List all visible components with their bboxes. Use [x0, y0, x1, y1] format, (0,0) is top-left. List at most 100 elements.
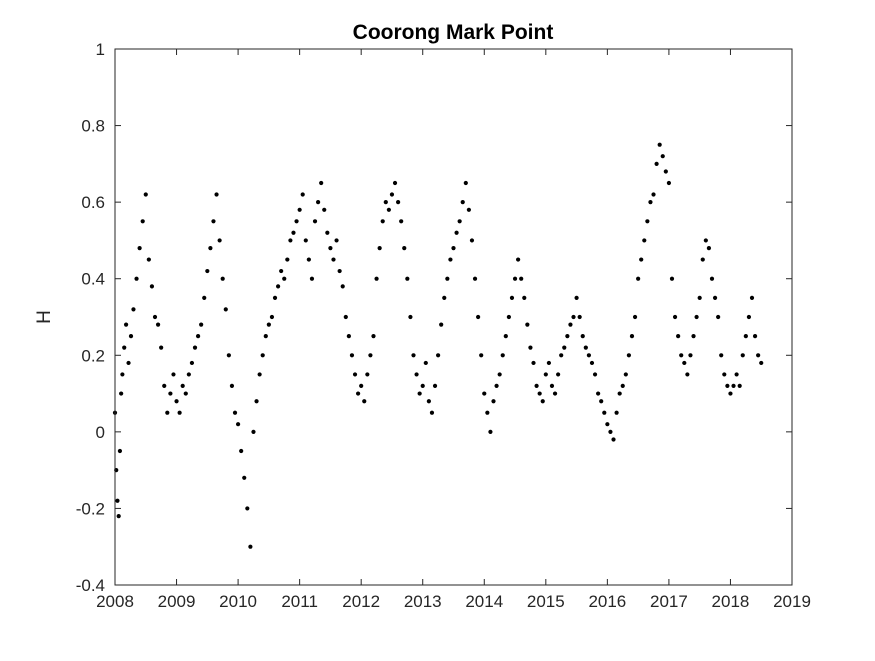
data-point	[251, 429, 256, 434]
data-point	[592, 372, 598, 377]
data-point	[648, 200, 653, 205]
data-point	[389, 192, 395, 197]
data-point	[439, 322, 444, 327]
data-point	[183, 391, 188, 396]
data-point	[334, 238, 339, 243]
data-point	[479, 353, 484, 358]
data-point	[285, 257, 290, 262]
data-point	[177, 410, 182, 415]
data-point	[362, 399, 367, 404]
axes	[114, 48, 793, 586]
data-point	[343, 314, 348, 320]
data-point	[719, 353, 724, 358]
data-point	[697, 295, 702, 300]
data-point	[531, 360, 536, 366]
data-point	[420, 383, 425, 389]
data-point	[331, 257, 336, 262]
data-point	[549, 383, 555, 389]
data-point	[519, 276, 524, 281]
data-point	[134, 276, 139, 281]
data-point	[469, 238, 475, 243]
data-point	[165, 410, 170, 415]
data-point	[516, 257, 521, 262]
data-point	[223, 307, 228, 312]
data-point	[712, 295, 718, 300]
data-point	[639, 257, 644, 262]
data-point	[383, 200, 388, 205]
data-point	[706, 245, 712, 251]
data-point	[146, 257, 151, 262]
x-tick-labels: 2008 2009 2010 2011 2012 2013 2014 2015 2016 2017…	[96, 592, 811, 611]
data-point	[245, 506, 250, 511]
x-tick-label: 2018	[712, 592, 750, 611]
data-point	[149, 284, 155, 289]
data-point	[417, 391, 422, 396]
data-point	[651, 192, 656, 197]
data-point	[700, 257, 705, 262]
data-point	[325, 230, 330, 235]
data-point	[171, 372, 176, 377]
data-point	[402, 245, 407, 251]
data-point	[365, 372, 370, 377]
data-point	[220, 276, 225, 281]
data-point	[168, 391, 173, 396]
data-point	[660, 154, 665, 159]
data-point	[491, 399, 496, 404]
data-point	[672, 314, 678, 320]
data-point	[282, 276, 287, 281]
data-point	[195, 334, 201, 339]
data-point	[208, 245, 213, 251]
x-tick-label: 2011	[281, 592, 318, 611]
data-point	[297, 207, 302, 212]
data-point	[359, 383, 364, 389]
data-point	[562, 345, 567, 350]
data-point	[116, 513, 121, 519]
x-tick-label: 2008	[96, 592, 134, 611]
data-point	[371, 334, 376, 339]
data-point	[386, 207, 391, 212]
data-point	[617, 391, 622, 396]
data-point	[583, 345, 588, 350]
data-point	[476, 314, 481, 320]
data-point	[676, 334, 681, 339]
data-point	[636, 276, 641, 281]
data-point	[657, 142, 662, 147]
data-point	[117, 448, 123, 454]
data-point	[559, 353, 564, 358]
data-point	[411, 353, 416, 358]
data-point	[626, 353, 632, 358]
x-tick-label: 2012	[342, 592, 380, 611]
data-point	[682, 360, 687, 366]
data-point	[260, 353, 265, 358]
data-point	[756, 353, 761, 358]
data-point	[522, 295, 527, 300]
y-tick-label: 0.4	[81, 270, 105, 289]
data-point	[380, 219, 385, 224]
data-point	[374, 276, 379, 281]
data-point	[709, 276, 715, 281]
data-point	[162, 383, 167, 389]
data-point	[589, 360, 595, 366]
data-point	[392, 180, 398, 186]
data-point	[120, 372, 125, 377]
data-point	[356, 391, 361, 396]
data-point	[349, 353, 355, 358]
data-point	[703, 238, 708, 243]
data-point	[556, 372, 561, 377]
data-point	[482, 391, 487, 396]
data-point	[123, 322, 129, 327]
data-point	[472, 276, 478, 281]
data-point	[226, 353, 231, 358]
data-point	[540, 399, 545, 404]
data-point	[272, 295, 278, 300]
data-point	[254, 399, 259, 404]
data-point	[454, 230, 459, 235]
y-tick-label: 1	[96, 40, 105, 59]
data-point	[679, 353, 684, 358]
data-point	[694, 314, 699, 320]
data-point	[119, 391, 124, 396]
data-point	[608, 429, 613, 434]
data-point	[602, 410, 607, 415]
data-point	[399, 219, 404, 224]
plot-area	[115, 49, 792, 585]
